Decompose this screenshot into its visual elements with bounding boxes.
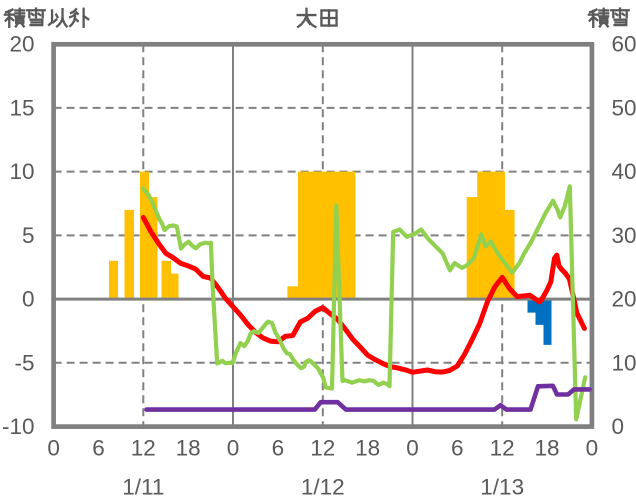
svg-text:60: 60 [612,32,636,57]
svg-text:12: 12 [310,436,335,461]
svg-text:18: 18 [355,436,380,461]
svg-text:0: 0 [406,436,419,461]
svg-text:12: 12 [490,436,515,461]
svg-text:5: 5 [22,223,35,248]
svg-text:18: 18 [176,436,201,461]
svg-text:-10: -10 [2,414,35,439]
svg-text:10: 10 [9,159,34,184]
svg-text:18: 18 [534,436,559,461]
svg-text:6: 6 [92,436,105,461]
svg-text:12: 12 [131,436,156,461]
svg-text:20: 20 [9,32,34,57]
svg-text:1/12: 1/12 [301,475,345,500]
svg-text:30: 30 [612,223,636,248]
svg-text:1/11: 1/11 [122,475,164,500]
svg-text:10: 10 [612,350,636,375]
svg-text:0: 0 [227,436,240,461]
svg-text:50: 50 [612,95,636,120]
svg-text:0: 0 [22,287,35,312]
svg-text:0: 0 [586,436,599,461]
svg-text:6: 6 [451,436,464,461]
svg-text:0: 0 [47,436,60,461]
svg-text:6: 6 [272,436,285,461]
svg-text:20: 20 [612,287,636,312]
svg-text:15: 15 [9,95,34,120]
svg-text:0: 0 [612,414,625,439]
svg-text:-5: -5 [14,350,34,375]
svg-text:1/13: 1/13 [480,475,524,500]
svg-text:40: 40 [612,159,636,184]
